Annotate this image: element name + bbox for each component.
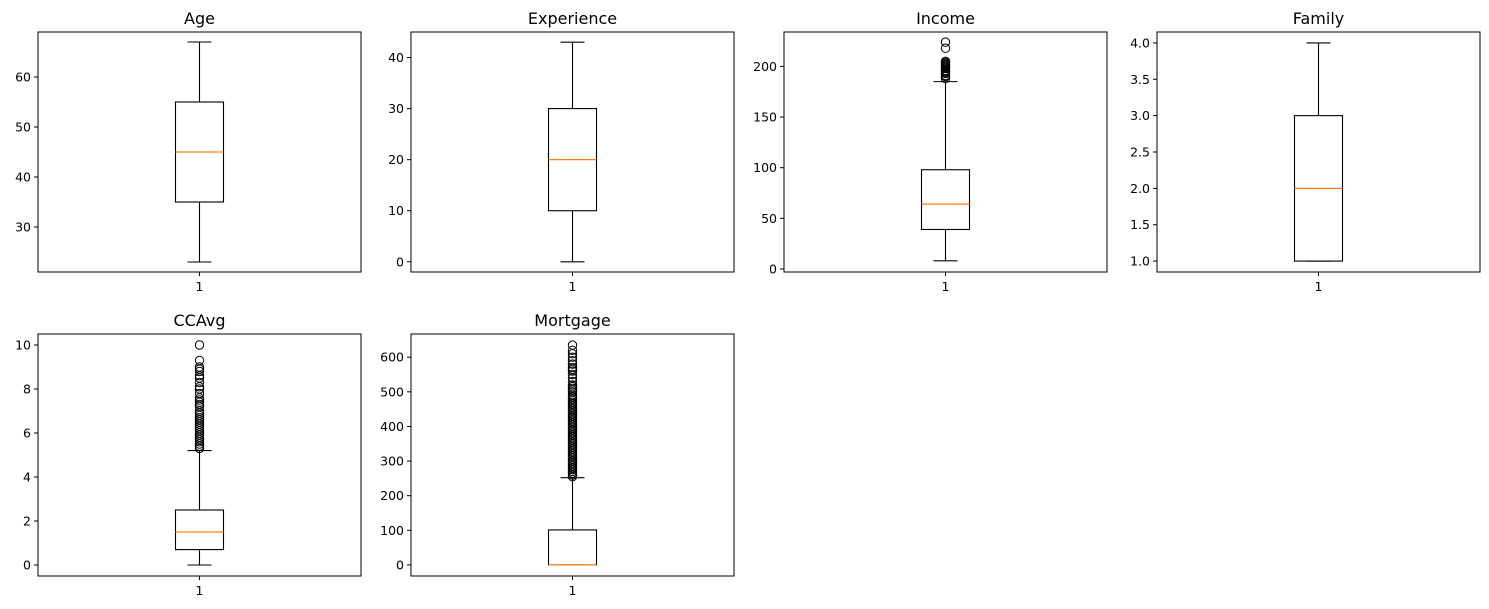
outlier-point (194, 395, 205, 405)
y-tick-label: 100 (753, 160, 777, 175)
outlier-point (194, 366, 205, 377)
iqr-box (174, 509, 225, 551)
x-tick-label: 1 (569, 583, 577, 598)
outlier-point (567, 345, 578, 355)
outlier-point (194, 388, 205, 399)
y-tick-label: 50 (15, 120, 31, 135)
subplot-income: Income 0 50 100 150 200 1 (753, 9, 1108, 294)
x-tick-label: 1 (569, 279, 577, 294)
x-tick-label: 1 (942, 279, 950, 294)
subplot-title: CCAvg (174, 311, 226, 330)
y-tick-label: 3.0 (1130, 108, 1150, 123)
y-tick-label: 30 (388, 101, 404, 116)
y-tick-label: 30 (15, 220, 31, 235)
y-tick-label: 150 (753, 110, 777, 125)
subplot-title: Experience (528, 9, 617, 28)
y-tick-label: 0 (396, 254, 404, 269)
subplot-age: Age 30 40 50 60 1 (15, 9, 362, 294)
outlier-point (567, 352, 578, 362)
y-tick-label: 100 (380, 523, 404, 538)
outlier-point (194, 355, 205, 366)
x-tick-label: 1 (196, 279, 204, 294)
x-tick-label: 1 (196, 583, 204, 598)
subplot-experience: Experience 0 10 20 30 40 1 (388, 9, 735, 294)
y-tick-label: 10 (388, 203, 404, 218)
outlier-point (567, 355, 578, 366)
outlier-point (567, 340, 578, 350)
y-tick-label: 0 (23, 558, 31, 573)
y-tick-label: 3.5 (1130, 72, 1150, 87)
y-tick-label: 1.0 (1130, 254, 1150, 269)
iqr-box (920, 169, 971, 231)
subplot-title: Mortgage (534, 311, 610, 330)
y-tick-label: 2.0 (1130, 181, 1150, 196)
outlier-point (567, 369, 578, 380)
y-tick-label: 8 (23, 382, 31, 397)
y-tick-label: 4 (23, 470, 31, 485)
subplot-title: Income (916, 9, 975, 28)
outlier-point (194, 399, 205, 410)
y-tick-label: 0 (769, 261, 777, 276)
subplot-ccavg: CCAvg 0 2 4 6 8 10 1 (15, 311, 362, 598)
subplot-family: Family 1.0 1.5 2.0 2.5 3.0 3.5 4.0 1 (1130, 9, 1481, 294)
subplot-title: Age (184, 9, 215, 28)
outlier-point (194, 412, 205, 423)
outlier-point (194, 384, 205, 394)
outlier-point (567, 362, 578, 373)
y-tick-label: 1.5 (1130, 217, 1150, 232)
y-tick-label: 40 (388, 50, 404, 65)
outlier-point (194, 377, 205, 388)
outlier-point (194, 364, 205, 374)
outlier-point (567, 380, 578, 390)
subplot-title: Family (1293, 9, 1344, 28)
y-tick-label: 6 (23, 426, 31, 441)
y-tick-label: 0 (396, 557, 404, 572)
y-tick-label: 60 (15, 70, 31, 85)
y-tick-label: 2 (23, 514, 31, 529)
x-tick-label: 1 (1315, 279, 1323, 294)
y-tick-label: 500 (380, 384, 404, 399)
y-tick-label: 400 (380, 419, 404, 434)
outlier-point (194, 340, 205, 350)
y-tick-label: 200 (380, 488, 404, 503)
outlier-point (940, 37, 951, 47)
y-tick-label: 50 (761, 211, 777, 226)
y-tick-label: 20 (388, 152, 404, 167)
outlier-point (940, 43, 951, 53)
y-tick-label: 10 (15, 338, 31, 353)
iqr-box (547, 529, 598, 566)
outlier-point (194, 362, 205, 372)
y-tick-label: 200 (753, 59, 777, 74)
subplot-mortgage: Mortgage 0 100 200 300 400 500 600 1 (380, 311, 735, 598)
y-tick-label: 40 (15, 170, 31, 185)
outlier-point (567, 376, 578, 387)
y-tick-label: 4.0 (1130, 35, 1150, 50)
y-tick-label: 600 (380, 350, 404, 365)
y-tick-label: 2.5 (1130, 145, 1150, 160)
outlier-point (567, 359, 578, 369)
outlier-point (940, 56, 951, 67)
y-tick-label: 300 (380, 454, 404, 469)
